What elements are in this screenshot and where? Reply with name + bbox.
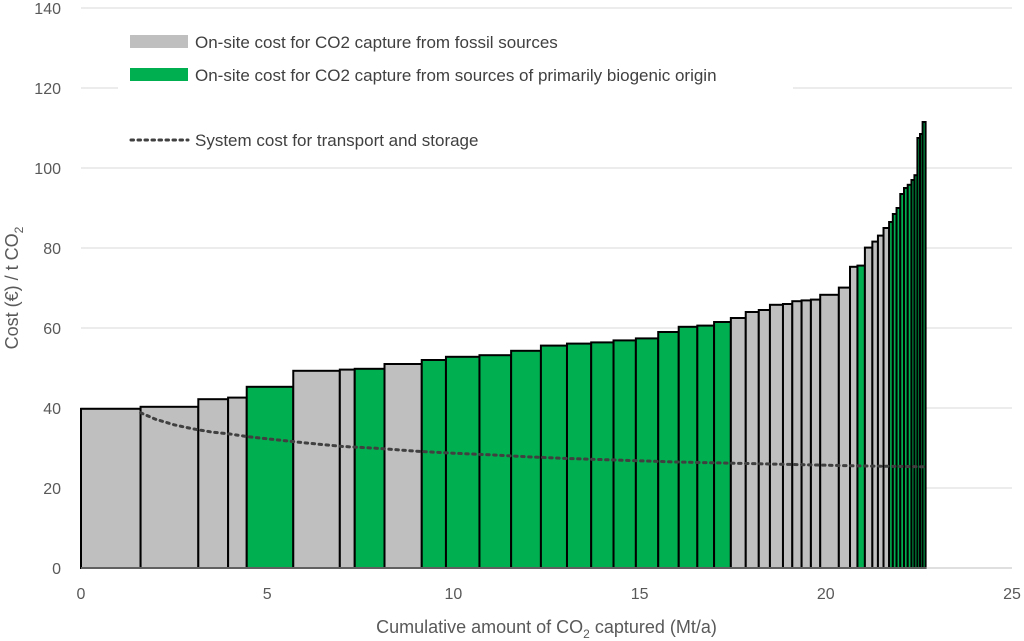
y-tick-label: 40	[43, 401, 61, 418]
y-tick-label: 120	[34, 81, 61, 98]
bar-fossil	[863, 246, 874, 569]
bar-bio	[353, 367, 386, 569]
bar-fossil	[227, 396, 248, 569]
y-tick-label: 20	[43, 481, 61, 498]
bar-fossil	[744, 311, 760, 569]
y-axis-title-main: Cost (€) / t CO	[2, 233, 22, 349]
bar-fossil	[80, 407, 142, 569]
x-tick-label: 10	[445, 586, 463, 603]
bar-fossil	[791, 300, 803, 569]
y-tick-label: 60	[43, 321, 61, 338]
bar-fossil	[757, 309, 771, 569]
bar-bio	[696, 324, 716, 569]
y-axis-title: Cost (€) / t CO2	[2, 226, 26, 349]
bar-bio	[478, 354, 513, 570]
bar-bio	[677, 325, 699, 569]
y-tick-label: 140	[34, 1, 61, 18]
bar-bio	[634, 337, 660, 569]
legend: On-site cost for CO2 capture from fossil…	[118, 22, 793, 162]
bar-bio	[612, 339, 637, 569]
bar-fossil	[139, 405, 200, 569]
legend-label-biogenic: On-site cost for CO2 capture from source…	[195, 66, 717, 85]
bar-fossil	[849, 265, 859, 569]
bar-bio	[444, 355, 481, 569]
bar-fossil	[800, 299, 812, 569]
bar-fossil	[819, 293, 840, 569]
bars-group	[80, 121, 927, 570]
bar-fossil	[338, 368, 356, 569]
x-tick-label: 5	[263, 586, 272, 603]
bar-fossil	[781, 303, 794, 569]
bar-bio	[245, 385, 295, 569]
bar-fossil	[292, 369, 341, 569]
bar-fossil	[809, 298, 822, 569]
bar-fossil	[729, 317, 747, 569]
y-tick-label: 0	[52, 561, 61, 578]
legend-swatch-biogenic	[130, 68, 188, 81]
bar-bio	[713, 321, 732, 569]
bar-bio	[510, 349, 542, 569]
x-axis-title-sub: 2	[583, 627, 590, 641]
y-tick-label: 80	[43, 241, 61, 258]
x-tick-label: 15	[631, 586, 649, 603]
bar-fossil	[837, 286, 852, 569]
bar-bio	[856, 264, 866, 569]
bar-bio	[657, 331, 680, 569]
legend-label-system-cost: System cost for transport and storage	[195, 131, 478, 150]
bar-fossil	[197, 398, 230, 570]
bar-fossil	[383, 363, 423, 569]
legend-background	[118, 22, 793, 162]
x-axis: 0 5 10 15 20 25	[77, 567, 1021, 603]
y-axis: 0 20 40 60 80 100 120 140	[34, 1, 61, 578]
legend-swatch-fossil	[130, 35, 188, 48]
y-axis-title-sub: 2	[12, 226, 26, 233]
x-axis-title-main: Cumulative amount of CO	[376, 617, 583, 637]
y-tick-label: 100	[34, 161, 61, 178]
bar-bio	[420, 359, 447, 569]
x-axis-title-tail: captured (Mt/a)	[590, 617, 717, 637]
x-tick-label: 20	[817, 586, 835, 603]
bar-fossil	[768, 303, 784, 569]
bar-bio	[921, 121, 927, 569]
x-tick-label: 25	[1003, 586, 1021, 603]
system-cost-line	[139, 411, 928, 469]
x-tick-label: 0	[77, 586, 86, 603]
legend-label-fossil: On-site cost for CO2 capture from fossil…	[195, 33, 558, 52]
bar-bio	[590, 341, 615, 569]
bar-bio	[565, 342, 593, 569]
x-axis-title: Cumulative amount of CO2 captured (Mt/a)	[376, 617, 717, 641]
